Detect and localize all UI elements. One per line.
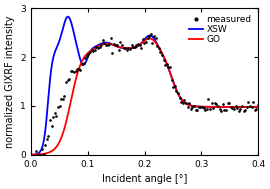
GO [148, 37, 151, 40]
XSW [29, 154, 33, 156]
X-axis label: Incident angle [°]: Incident angle [°] [102, 174, 187, 184]
GO [164, 59, 167, 61]
XSW [181, 100, 185, 102]
Y-axis label: normalized GIXRF intensity: normalized GIXRF intensity [5, 15, 15, 148]
measured [34, 150, 37, 152]
Line: XSW: XSW [31, 17, 258, 155]
XSW [66, 15, 69, 18]
XSW [88, 51, 91, 53]
GO [181, 100, 185, 102]
measured [128, 48, 131, 50]
GO [132, 46, 135, 49]
XSW [133, 47, 136, 49]
GO [256, 106, 260, 108]
GO [201, 106, 204, 108]
XSW [70, 23, 73, 25]
measured [36, 154, 39, 156]
measured [146, 37, 149, 39]
measured [256, 104, 260, 106]
Line: measured: measured [34, 33, 259, 156]
GO [29, 154, 33, 156]
GO [88, 51, 91, 53]
measured [43, 144, 47, 146]
XSW [164, 59, 167, 61]
XSW [256, 106, 260, 108]
XSW [201, 106, 204, 108]
Line: GO: GO [31, 38, 258, 155]
Legend: measured, XSW, GO: measured, XSW, GO [188, 13, 254, 46]
measured [58, 105, 61, 107]
measured [149, 33, 152, 35]
measured [76, 68, 79, 70]
GO [70, 98, 73, 101]
measured [48, 119, 52, 122]
